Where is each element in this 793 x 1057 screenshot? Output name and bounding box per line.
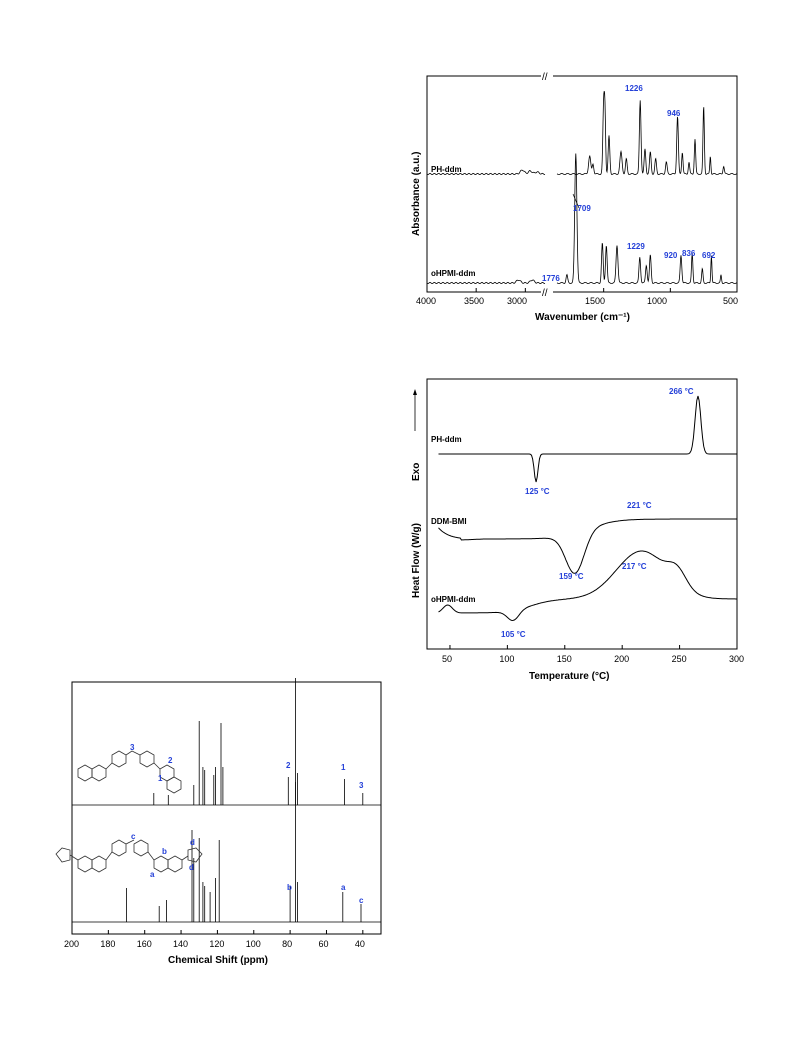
dsc-x-tick-labels: 50 100 150 200 250 300 <box>442 654 744 664</box>
nmr-peak-label-a: a <box>341 883 346 892</box>
ftir-tick-3500: 3500 <box>464 296 484 306</box>
nmr-tick-60: 60 <box>318 939 328 949</box>
structure-ph-ddm: 3 2 1 <box>70 743 190 798</box>
svg-text:b: b <box>162 847 167 856</box>
nmr-peak-label-c: c <box>359 896 364 905</box>
dsc-tick-200: 200 <box>614 654 629 664</box>
ftir-peak-label-692: 692 <box>702 251 716 260</box>
nmr-svg: 200 180 160 140 120 100 80 60 40 Chemical Shift … <box>64 615 382 966</box>
nmr-tick-180: 180 <box>100 939 115 949</box>
nmr-x-ticks <box>71 930 364 934</box>
ftir-x-ticks <box>426 288 738 292</box>
nmr-tick-140: 140 <box>173 939 188 949</box>
ftir-peak-label-946: 946 <box>667 109 681 118</box>
nmr-tick-120: 120 <box>209 939 224 949</box>
ftir-tick-1500: 1500 <box>585 296 605 306</box>
ftir-plot-frame <box>426 75 738 293</box>
ftir-axis-break-top: // <box>541 71 553 83</box>
ftir-svg: // // 4000 3500 3000 1500 1000 500 Waven… <box>411 71 738 323</box>
dsc-annotation-105: 105 °C <box>501 630 526 639</box>
ftir-tick-4000: 4000 <box>416 296 436 306</box>
dsc-y-axis-title: Heat Flow (W/g) <box>411 523 422 598</box>
nmr-tick-200: 200 <box>64 939 79 949</box>
dsc-series-label-ph-ddm: PH-ddm <box>431 435 462 444</box>
dsc-x-axis-title: Temperature (°C) <box>529 671 610 682</box>
dsc-tick-50: 50 <box>442 654 452 664</box>
dsc-series-ddm-bmi-line <box>438 518 737 574</box>
svg-text:a: a <box>150 870 155 879</box>
ftir-y-axis-title: Absorbance (a.u.) <box>411 152 422 236</box>
ftir-tick-500: 500 <box>723 296 738 306</box>
nmr-chart: 200 180 160 140 120 100 80 60 40 Chemical Shift … <box>50 615 390 978</box>
ftir-x-axis-title: Wavenumber (cm⁻¹) <box>535 312 630 323</box>
svg-text:c: c <box>131 832 136 841</box>
nmr-peak-label-1: 1 <box>341 763 346 772</box>
dsc-annotation-221: 221 °C <box>627 501 652 510</box>
dsc-series-label-ddm-bmi: DDM-BMI <box>431 517 467 526</box>
dsc-tick-250: 250 <box>672 654 687 664</box>
svg-text:d: d <box>190 838 195 847</box>
ftir-tick-3000: 3000 <box>507 296 527 306</box>
dsc-x-ticks <box>449 645 738 649</box>
nmr-peak-label-d: d <box>189 863 194 872</box>
nmr-tick-100: 100 <box>246 939 261 949</box>
dsc-series-label-ohpmi-ddm: oHPMI-ddm <box>431 595 475 604</box>
dsc-plot-frame <box>426 378 738 650</box>
nmr-x-tick-labels: 200 180 160 140 120 100 80 60 40 <box>64 939 365 949</box>
ftir-axis-break-bottom: // <box>541 287 553 299</box>
nmr-series-top-spectrum <box>72 615 381 806</box>
ftir-tick-1000: 1000 <box>647 296 667 306</box>
dsc-exo-label: Exo <box>411 463 422 481</box>
nmr-peak-label-3: 3 <box>359 781 364 790</box>
dsc-annotation-125: 125 °C <box>525 487 550 496</box>
peak-1709-arrow <box>572 193 580 209</box>
structure-ph-ddm-drawing: 3 2 1 <box>77 743 182 794</box>
ftir-series-ohpmi-ddm-line <box>426 153 738 284</box>
nmr-peak-label-2: 2 <box>286 761 291 770</box>
dsc-series-ph-ddm-line <box>438 395 737 483</box>
ftir-peak-label-836: 836 <box>682 249 696 258</box>
dsc-annotation-217: 217 °C <box>622 562 647 571</box>
svg-text://: // <box>542 72 548 83</box>
dsc-annotation-266: 266 °C <box>669 387 694 396</box>
dsc-exo-arrow <box>413 389 417 431</box>
dsc-series-ohpmi-ddm-line <box>438 550 737 622</box>
ftir-peak-label-1229: 1229 <box>627 242 645 251</box>
dsc-svg: 50 100 150 200 250 300 Temperature (°C) Heat … <box>411 378 744 682</box>
svg-text:3: 3 <box>130 743 135 752</box>
dsc-annotation-159: 159 °C <box>559 572 584 581</box>
svg-text:2: 2 <box>168 756 173 765</box>
svg-text://: // <box>542 288 548 299</box>
ftir-series-label-ph-ddm: PH-ddm <box>431 165 462 174</box>
dsc-tick-150: 150 <box>557 654 572 664</box>
nmr-tick-80: 80 <box>282 939 292 949</box>
nmr-tick-160: 160 <box>137 939 152 949</box>
dsc-tick-100: 100 <box>499 654 514 664</box>
nmr-tick-40: 40 <box>355 939 365 949</box>
ftir-series-ph-ddm-line <box>426 91 738 176</box>
ftir-series-label-ohpmi-ddm: oHPMI-ddm <box>431 269 475 278</box>
ftir-chart: // // 4000 3500 3000 1500 1000 500 Waven… <box>405 68 745 330</box>
ftir-peak-label-1776: 1776 <box>542 274 560 283</box>
nmr-series-bottom-spectrum <box>72 782 381 923</box>
svg-text:1: 1 <box>158 774 163 783</box>
dsc-chart: 50 100 150 200 250 300 Temperature (°C) Heat … <box>405 373 745 688</box>
nmr-peak-label-b: b <box>287 883 292 892</box>
dsc-tick-300: 300 <box>729 654 744 664</box>
ftir-peak-label-1226: 1226 <box>625 84 643 93</box>
structure-ohpmi-ddm-drawing: c b d a <box>55 832 203 879</box>
structure-ohpmi-ddm: c b d a <box>52 832 204 887</box>
nmr-plot-frame <box>71 681 382 935</box>
ftir-peak-label-920: 920 <box>664 251 678 260</box>
nmr-x-axis-title: Chemical Shift (ppm) <box>168 955 268 966</box>
ftir-peak-label-1709: 1709 <box>573 204 591 213</box>
